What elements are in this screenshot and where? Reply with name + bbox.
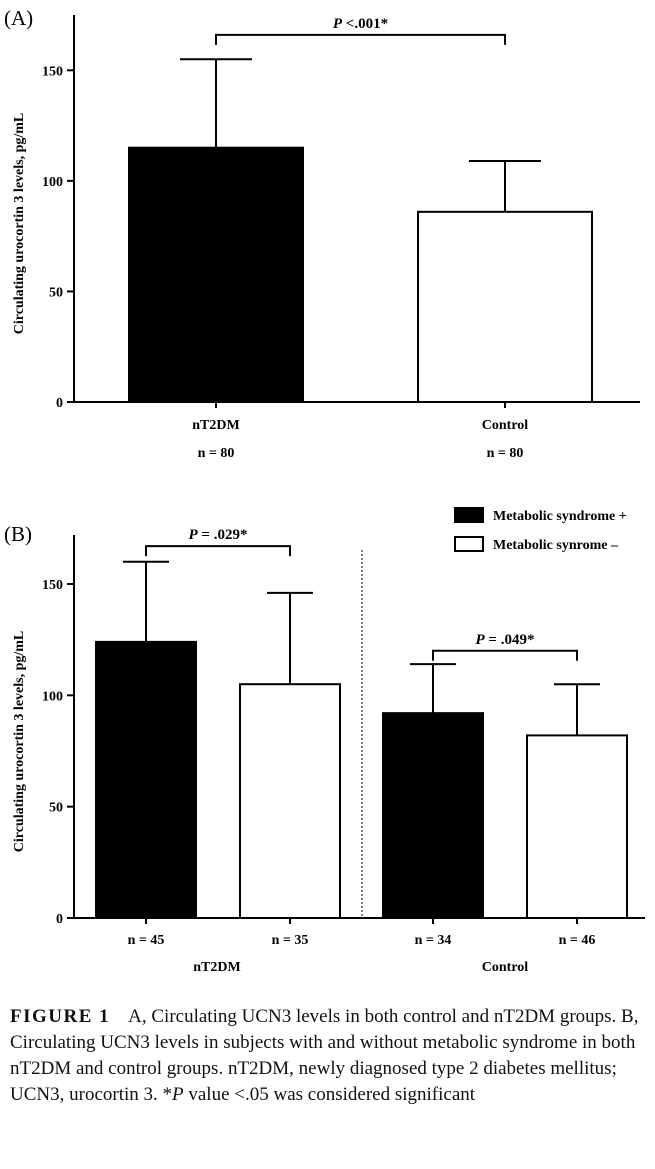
panel-b-group-label: nT2DM <box>193 960 240 975</box>
panel-b-significance-label: P = .029* <box>189 527 248 543</box>
panel-b-y-tick-label: 100 <box>42 689 63 704</box>
panel-b-legend-swatch <box>454 507 484 523</box>
panel-a-n-label: n = 80 <box>487 446 524 461</box>
panel-a-x-tick-label: nT2DM <box>192 418 239 433</box>
panel-b-significance-bracket <box>432 649 578 661</box>
panel-b-label: (B) <box>4 522 32 546</box>
panel-b-x-tick-label: n = 34 <box>415 933 452 948</box>
panel-a-label: (A) <box>4 6 33 30</box>
panel-b-y-tick-label: 50 <box>49 801 63 816</box>
panel-b-significance-label: P = .049* <box>476 632 535 648</box>
panel-b-y-tick-label: 0 <box>56 912 63 927</box>
panel-b-legend-label: Metabolic synrome – <box>493 538 619 553</box>
figure-canvas: (A) 0 50 100 150 Circulating urocortin 3 leve… <box>4 6 645 975</box>
panel-b-legend-swatch <box>454 536 484 552</box>
panel-a-y-tick-label: 150 <box>42 64 63 79</box>
caption-label: FIGURE 1 <box>10 1006 111 1027</box>
panel-a-y-label: Circulating urocortin 3 levels, pg/mL <box>12 113 27 335</box>
panel-a-n-label: n = 80 <box>198 446 235 461</box>
panel-a-significance-bracket <box>215 33 506 45</box>
panel-b-y-tick-label: 150 <box>42 578 63 593</box>
panel-a-y-tick-label: 100 <box>42 175 63 190</box>
panel-a-y-tick-label: 0 <box>56 396 63 411</box>
panel-a-significance-label: P <.001* <box>333 16 388 32</box>
panel-a-y-tick-label: 50 <box>49 285 63 300</box>
panel-b-bar <box>382 712 484 919</box>
panel-b-x-tick-label: n = 45 <box>128 933 165 948</box>
panel-a-bar <box>417 210 593 403</box>
caption-p-italic: P <box>172 1084 184 1105</box>
panel-b-legend-label: Metabolic syndrome + <box>493 509 627 524</box>
panel-a-x-tick-label: Control <box>482 418 529 433</box>
caption-text-after: value <.05 was considered significant <box>183 1084 476 1105</box>
panel-b-y-label: Circulating urocortin 3 levels, pg/mL <box>12 631 27 853</box>
panel-b-group-label: Control <box>482 960 529 975</box>
panel-b-bar <box>95 640 197 919</box>
panel-b-bar <box>526 734 628 919</box>
panel-b-x-tick-label: n = 35 <box>272 933 309 948</box>
panel-b-x-tick-label: n = 46 <box>559 933 596 948</box>
caption-text-before: A, Circulating UCN3 levels in both contr… <box>10 1006 639 1105</box>
panel-b-significance-bracket <box>145 545 291 557</box>
figure-caption: FIGURE 1 A, Circulating UCN3 levels in bo… <box>10 1004 650 1108</box>
panel-a-bar <box>128 146 304 403</box>
panel-b-bar <box>239 683 341 919</box>
